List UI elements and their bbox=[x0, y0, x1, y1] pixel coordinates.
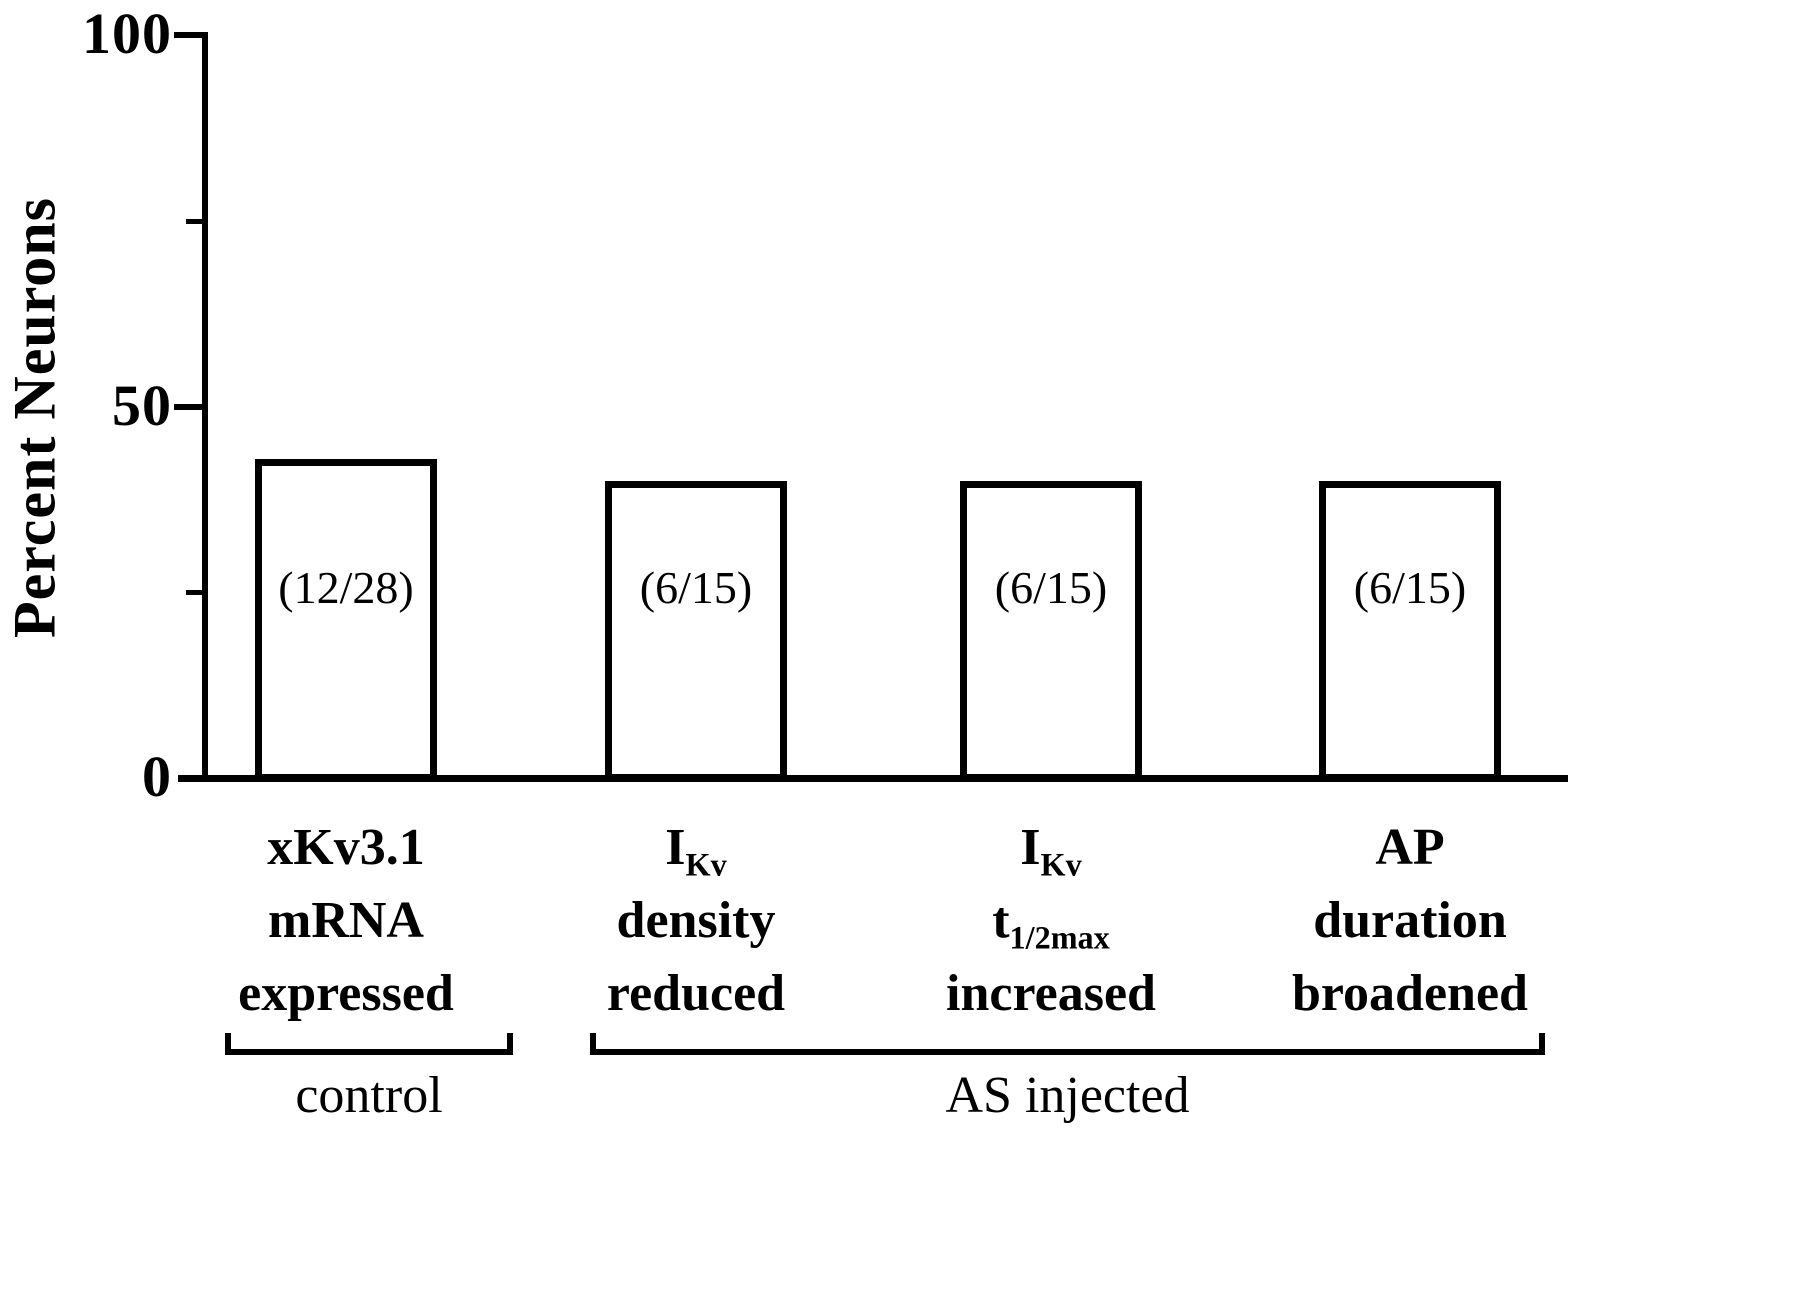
group-label: AS injected bbox=[945, 1067, 1190, 1124]
bar-count-label: (6/15) bbox=[994, 562, 1108, 613]
bar-count-label: (6/15) bbox=[1353, 562, 1467, 613]
category-label-line: IKv bbox=[665, 819, 727, 883]
category-label: IKv density reduced bbox=[461, 812, 931, 1030]
y-minor-tick bbox=[186, 218, 205, 224]
category-label-line: t1/2max bbox=[992, 891, 1110, 956]
category-label-line: expressed bbox=[238, 964, 454, 1022]
bar bbox=[605, 480, 787, 781]
bar-count-label: (6/15) bbox=[639, 562, 753, 613]
y-major-tick bbox=[174, 32, 205, 38]
category-label-line: mRNA bbox=[268, 891, 424, 949]
y-tick-label: 50 bbox=[112, 372, 172, 438]
bar-count-label: (12/28) bbox=[278, 562, 414, 613]
category-label-line: increased bbox=[946, 964, 1156, 1022]
y-major-tick bbox=[174, 403, 205, 410]
category-label-line: reduced bbox=[606, 964, 786, 1022]
category-label: AP duration broadened bbox=[1175, 812, 1645, 1030]
category-label-line: duration bbox=[1313, 891, 1507, 949]
y-minor-tick bbox=[186, 590, 205, 596]
bar bbox=[960, 480, 1142, 781]
category-label: IKv t1/2max increased bbox=[816, 812, 1286, 1030]
y-tick-label: 0 bbox=[142, 744, 172, 810]
group-bracket bbox=[590, 1033, 1545, 1055]
group-label: control bbox=[295, 1067, 443, 1124]
category-label-line: broadened bbox=[1292, 964, 1528, 1022]
category-label-line: xKv3.1 bbox=[267, 819, 425, 876]
category-label-line: AP bbox=[1375, 819, 1445, 876]
x-axis-line bbox=[178, 775, 1568, 782]
category-label-line: density bbox=[616, 891, 776, 949]
y-tick-label: 100 bbox=[82, 1, 172, 67]
bar bbox=[1319, 480, 1501, 781]
category-label: xKv3.1 mRNA expressed bbox=[111, 812, 581, 1030]
y-axis-line bbox=[202, 32, 208, 781]
bar bbox=[255, 459, 437, 781]
group-bracket bbox=[225, 1033, 513, 1055]
category-label-line: IKv bbox=[1020, 819, 1082, 883]
